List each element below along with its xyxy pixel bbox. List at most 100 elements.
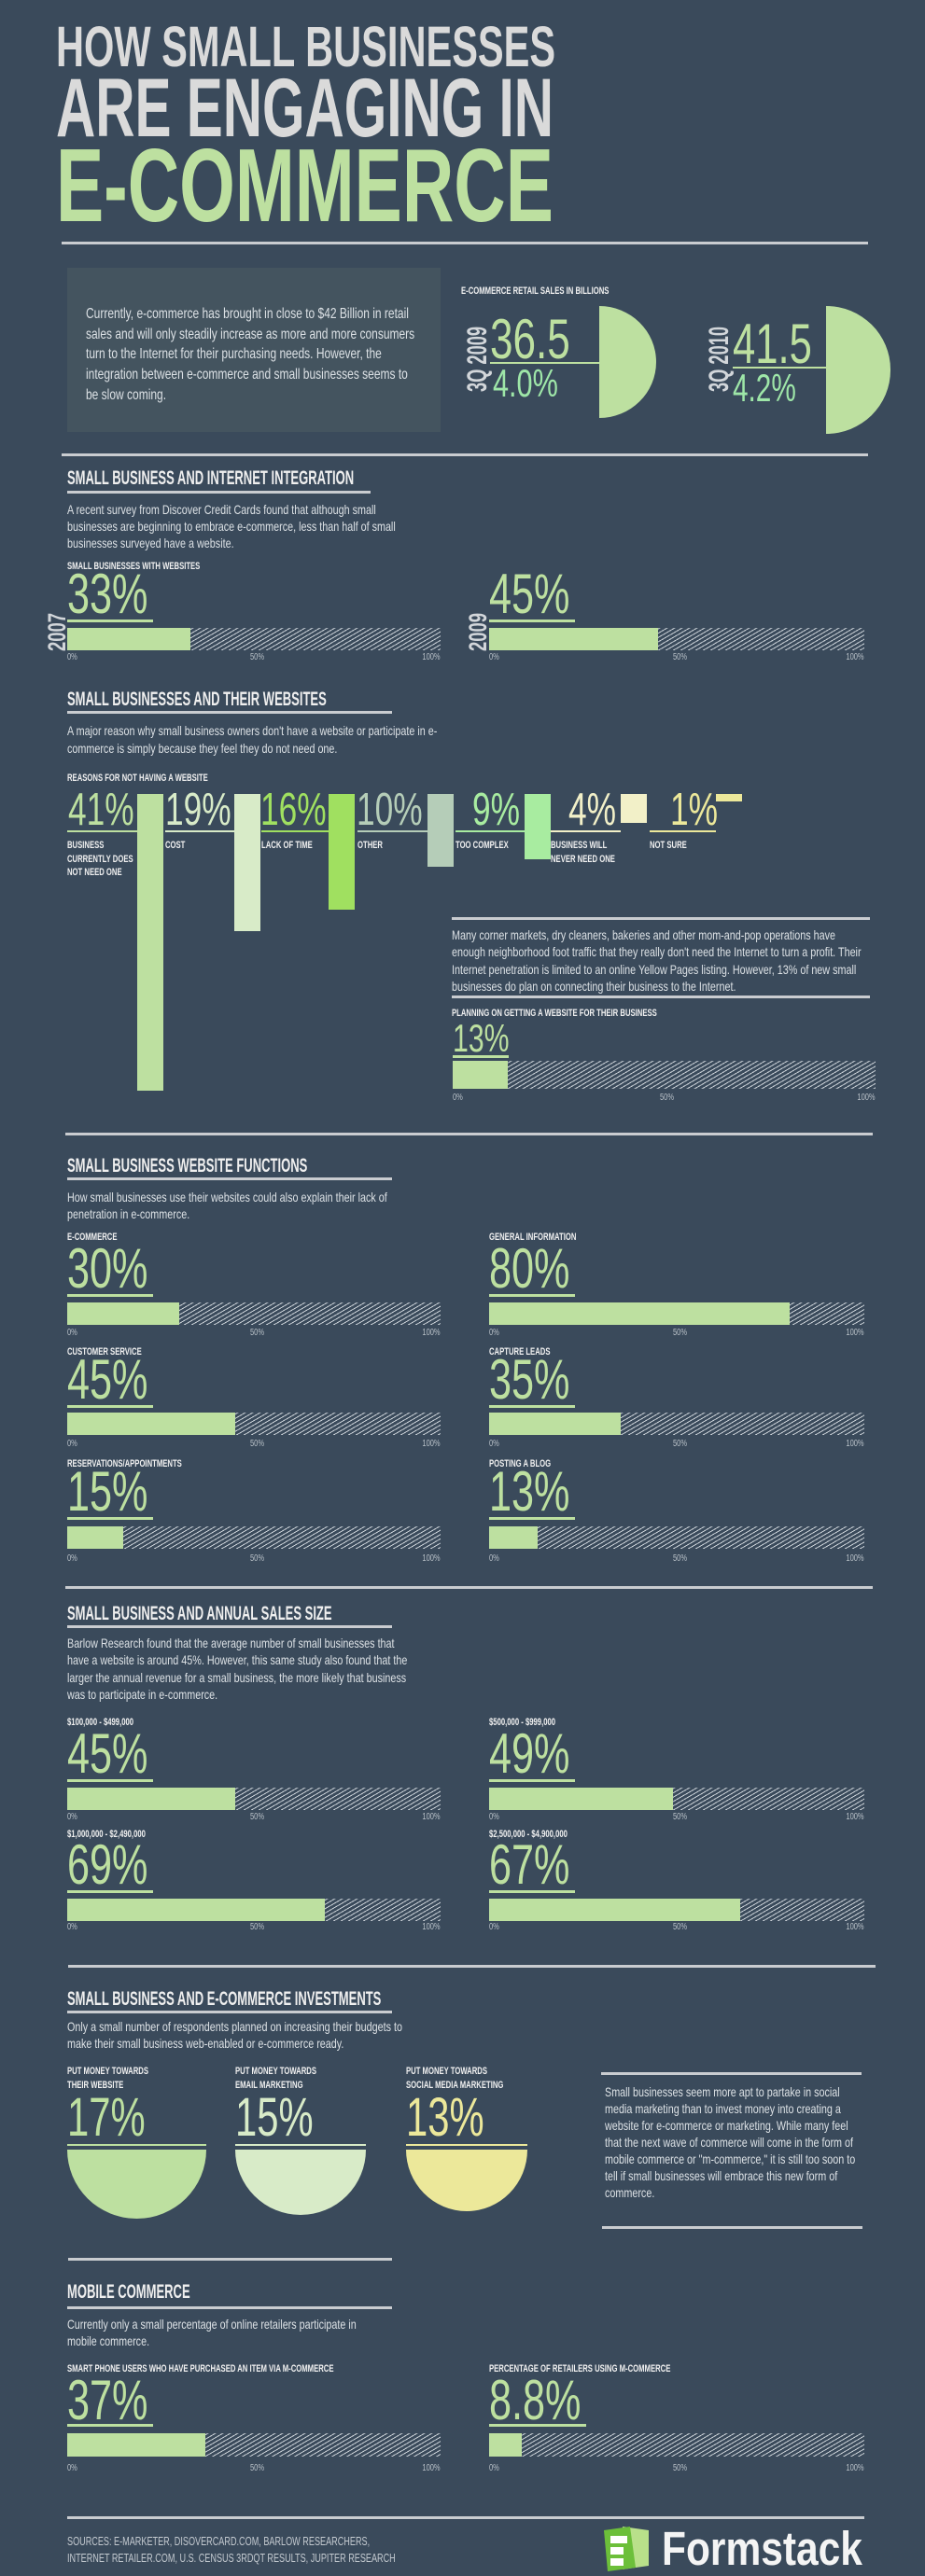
- reason-label: BUSINESS WILL NEVER NEED ONE: [551, 840, 615, 865]
- note-rule: [452, 996, 870, 998]
- tick-0: 0%: [67, 2463, 77, 2473]
- investment-bowl: [67, 2150, 206, 2219]
- stat-label: SMART PHONE USERS WHO HAVE PURCHASED AN …: [67, 2363, 334, 2374]
- investment-label-line1: PUT MONEY TOWARDS: [67, 2066, 148, 2077]
- progress-bar: [489, 1413, 864, 1435]
- stat-label: $2,500,000 - $4,900,000: [489, 1829, 568, 1840]
- tick-100: 100%: [422, 652, 441, 662]
- investment-bowl: [235, 2150, 366, 2215]
- stat-value: 67%: [489, 1833, 570, 1896]
- section-heading-investments: SMALL BUSINESS AND E-COMMERCE INVESTMENT…: [67, 1988, 382, 2010]
- value-underline: [489, 1405, 575, 1408]
- progress-fill: [489, 1526, 539, 1549]
- reason-label: NOT SURE: [650, 840, 687, 851]
- tick-50: 50%: [250, 1812, 265, 1822]
- note-rule: [452, 917, 870, 920]
- stat-value: 35%: [489, 1348, 570, 1411]
- tick-50: 50%: [672, 1922, 687, 1932]
- heading-underline: [67, 2306, 392, 2309]
- investment-label-line2: EMAIL MARKETING: [235, 2080, 303, 2091]
- formstack-logo-icon: [604, 2527, 649, 2571]
- progress-fill: [67, 628, 190, 650]
- integration-text: A recent survey from Discover Credit Car…: [67, 502, 396, 550]
- stat-value: 15%: [67, 1460, 148, 1523]
- tick-100: 100%: [846, 652, 864, 662]
- tick-0: 0%: [489, 652, 499, 662]
- year-label-2007: 2007: [43, 595, 71, 651]
- value-underline: [67, 1517, 153, 1520]
- stat-value: 80%: [489, 1237, 570, 1300]
- progress-bar: [67, 1788, 441, 1810]
- progress-fill: [489, 2433, 523, 2457]
- websites-chart-label: SMALL BUSINESSES WITH WEBSITES: [67, 561, 201, 572]
- value-underline: [67, 620, 153, 622]
- tick-0: 0%: [489, 1553, 499, 1564]
- tick-50: 50%: [672, 652, 687, 662]
- stat-value: 13%: [489, 1460, 570, 1523]
- tick-100: 100%: [422, 1812, 441, 1822]
- reason-bar: [427, 794, 454, 867]
- section-heading-integration: SMALL BUSINESS AND INTERNET INTEGRATION: [67, 467, 355, 489]
- divider: [65, 1586, 873, 1589]
- stat-label: E-COMMERCE: [67, 1232, 118, 1243]
- value-underline: [489, 620, 575, 622]
- tick-50: 50%: [659, 1093, 674, 1103]
- progress-bar: [489, 1899, 864, 1921]
- investments-note: Small businesses seem more apt to partak…: [605, 2084, 856, 2200]
- reason-bar: [716, 794, 742, 801]
- stat-label: $1,000,000 - $2,490,000: [67, 1829, 146, 1840]
- reason-underline: [455, 830, 525, 832]
- period-label: 3Q 2010: [704, 326, 735, 392]
- divider: [68, 2258, 392, 2261]
- tick-50: 50%: [250, 1922, 265, 1932]
- tick-50: 50%: [672, 1328, 687, 1338]
- investment-underline: [235, 2144, 366, 2146]
- divider: [65, 1133, 873, 1135]
- investment-underline: [67, 2144, 206, 2146]
- retail-value-2009: 36.5: [490, 308, 570, 370]
- tick-50: 50%: [672, 1439, 687, 1449]
- stat-label: GENERAL INFORMATION: [489, 1232, 577, 1243]
- reason-bar: [329, 794, 355, 910]
- reason-bar: [234, 794, 260, 932]
- retail-share-2010: 4.2%: [733, 366, 796, 410]
- investment-value: 15%: [235, 2087, 314, 2148]
- value-underline: [489, 1294, 575, 1297]
- progress-fill: [489, 1413, 621, 1435]
- note-rule: [602, 2226, 862, 2229]
- tick-50: 50%: [250, 652, 265, 662]
- stat-label: $500,000 - $999,000: [489, 1717, 556, 1728]
- stat-value: 45%: [489, 563, 570, 625]
- reason-underline: [67, 830, 137, 832]
- intro-text: Currently, e-commerce has brought in clo…: [86, 306, 415, 403]
- tick-0: 0%: [489, 1812, 499, 1822]
- tick-100: 100%: [846, 1553, 864, 1564]
- formstack-brand[interactable]: Formstack: [662, 2522, 862, 2575]
- stat-value: 13%: [453, 1016, 510, 1060]
- title-line-3: E-COMMERCE: [56, 128, 554, 244]
- tick-0: 0%: [489, 2463, 499, 2473]
- footer-rule: [67, 2516, 864, 2519]
- tick-0: 0%: [453, 1093, 463, 1103]
- tick-0: 0%: [489, 1439, 499, 1449]
- tick-50: 50%: [250, 1553, 265, 1564]
- stat-value: 69%: [67, 1833, 148, 1896]
- reason-value: 1%: [670, 785, 718, 835]
- investment-label-line2: THEIR WEBSITE: [67, 2080, 124, 2091]
- reason-label: COST: [165, 840, 186, 851]
- sales-size-text: Barlow Research found that the average n…: [67, 1636, 408, 1703]
- investment-value: 17%: [67, 2087, 146, 2148]
- tick-0: 0%: [67, 652, 77, 662]
- progress-bar: [67, 1899, 441, 1921]
- tick-50: 50%: [250, 1328, 265, 1338]
- tick-100: 100%: [422, 1553, 441, 1564]
- tick-100: 100%: [422, 2463, 441, 2473]
- period-label: 3Q 2009: [462, 326, 493, 392]
- reason-value: 4%: [568, 785, 616, 835]
- progress-fill: [67, 1788, 235, 1810]
- year-label: 2009: [464, 612, 492, 651]
- tick-0: 0%: [489, 1328, 499, 1338]
- progress-bar: [489, 1788, 864, 1810]
- year-label-2009: 2009: [464, 595, 492, 651]
- section-heading-mobile: MOBILE COMMERCE: [67, 2281, 190, 2303]
